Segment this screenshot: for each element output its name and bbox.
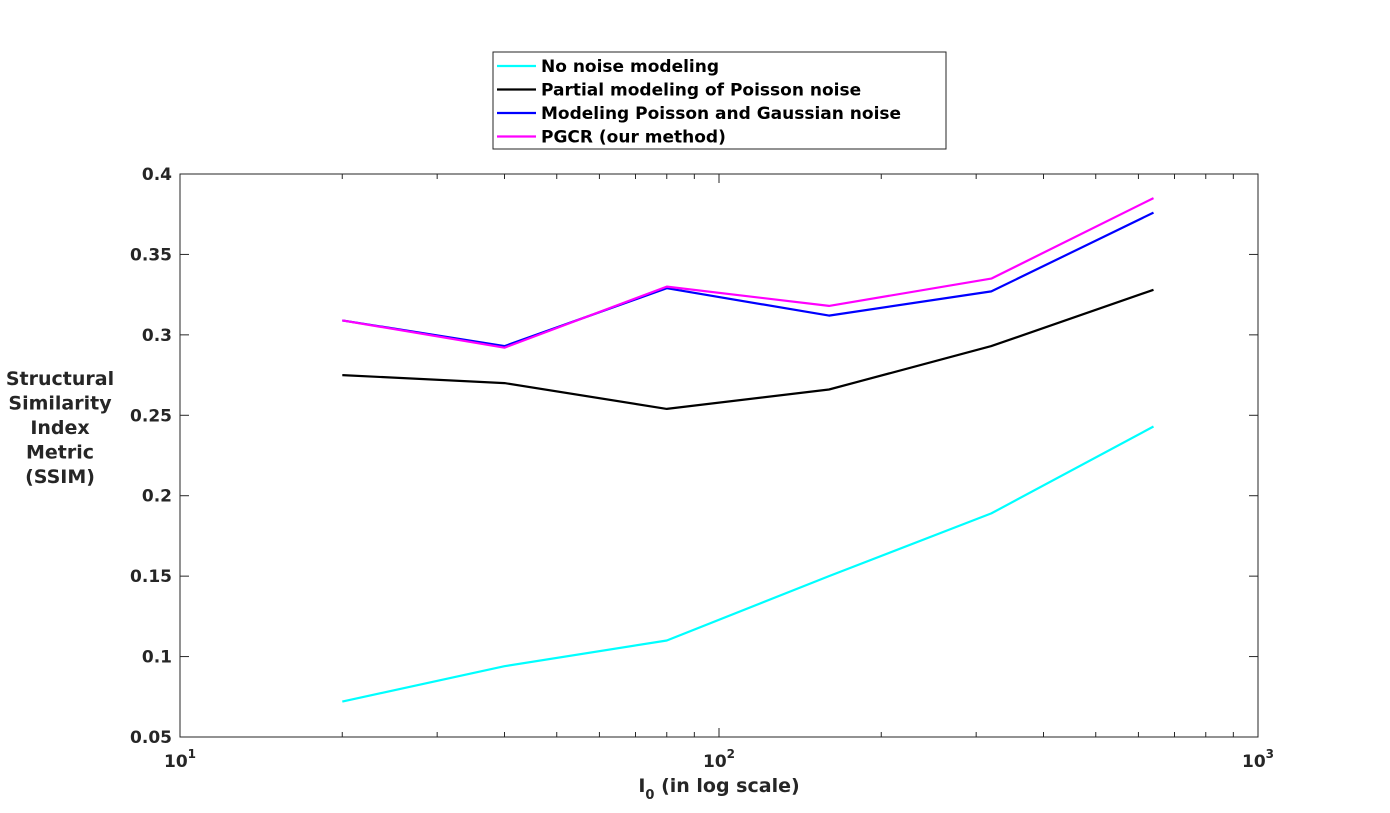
x-tick-label: 103: [1242, 747, 1274, 772]
y-tick-label: 0.1: [142, 648, 172, 668]
y-tick-label: 0.05: [130, 728, 172, 748]
legend-box: [492, 51, 947, 150]
legend-label: Modeling Poisson and Gaussian noise: [541, 104, 901, 124]
y-tick-label: 0.25: [130, 406, 172, 426]
legend-label: No noise modeling: [541, 57, 719, 77]
y-tick-label: 0.35: [130, 245, 172, 265]
y-axis-label: Structural Similarity Index Metric (SSIM): [6, 368, 114, 488]
plot-frame: [179, 173, 1259, 738]
x-tick-label: 101: [164, 747, 196, 772]
legend: No noise modeling Partial modeling of Poi…: [492, 51, 947, 150]
x-axis-label: I0 (in log scale): [638, 775, 799, 803]
legend-label: PGCR (our method): [541, 128, 726, 148]
y-tick-label: 0.2: [142, 487, 172, 507]
series-lines: [342, 197, 1155, 703]
series-line-2: [342, 288, 1154, 410]
plot-area: [179, 173, 1259, 738]
y-tick-label: 0.4: [142, 165, 172, 185]
series-line-3: [342, 211, 1154, 348]
y-tick-label: 0.3: [142, 326, 172, 346]
y-tick-label: 0.15: [130, 567, 172, 587]
series-line-4: [342, 197, 1154, 349]
axes: 101 102 103 0.05 0.1 0.15 0.2 0.25 0.3 0.35 0.4 I0 …: [6, 165, 1274, 803]
series-line-1: [342, 425, 1155, 703]
legend-label: Partial modeling of Poisson noise: [541, 81, 861, 101]
x-tick-label: 102: [703, 747, 735, 772]
